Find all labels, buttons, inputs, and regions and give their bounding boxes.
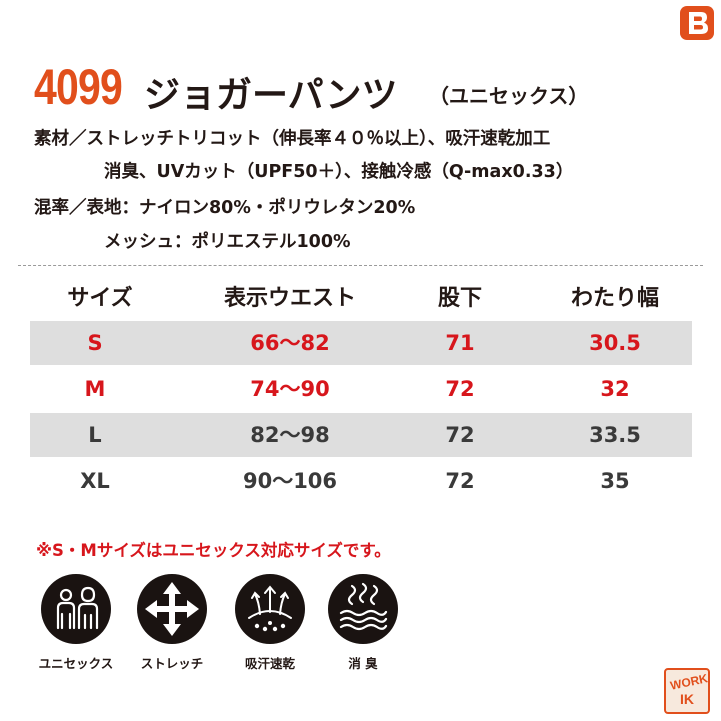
unisex-note: （ユニセックス） [429,84,589,108]
cell-waist: 66～82 [250,331,330,355]
table-row: M 74～90 72 32 [30,367,692,411]
brand-b-icon [689,12,708,34]
cell-size: XL [80,469,110,493]
cell-waist: 90～106 [242,469,338,493]
cell-thigh: 30.5 [589,331,641,355]
brand-logo [680,6,714,40]
sweat-absorb-icon [235,574,305,644]
table-row: L 82～98 72 33.5 [30,413,692,457]
size-footnote: ※S・Mサイズはユニセックス対応サイズです。 [36,541,391,560]
feature-label-sweat: 吸汗速乾 [244,656,295,671]
header-size: サイズ [67,286,133,311]
cell-inseam: 72 [445,469,475,493]
header-inseam: 股下 [437,286,482,311]
cell-inseam: 71 [445,331,475,355]
table-row: S 66～82 71 30.5 [30,321,692,365]
feature-label-stretch: ストレッチ [140,656,204,671]
cell-waist: 82～98 [250,423,330,447]
table-row: XL 90～106 72 35 [30,459,692,503]
stretch-arrows-icon [137,574,207,644]
feature-label-unisex: ユニセックス [38,656,114,671]
header-thigh: わたり幅 [570,286,659,311]
model-number: 4099 [34,59,123,115]
cell-inseam: 72 [445,377,475,401]
cell-size: L [88,423,102,447]
material-line-2: 消臭、UVカット（UPF50＋）、接触冷感（Q-max0.33） [104,162,574,182]
cell-thigh: 32 [600,377,630,401]
work-badge-logo: WORK IK [664,668,710,714]
badge-text-top: WORK [668,671,710,693]
unisex-people-icon [41,574,111,644]
cell-size: M [84,377,106,401]
cell-size: S [87,331,103,355]
cell-inseam: 72 [445,423,475,447]
product-name: ジョガーパンツ [144,75,398,116]
badge-text-bottom: IK [680,691,694,707]
cell-thigh: 35 [600,469,630,493]
blend-line-2: メッシュ：ポリエステル100% [104,232,351,252]
blend-line-1: 混率／表地：ナイロン80%・ポリウレタン20% [34,198,416,218]
cell-thigh: 33.5 [589,423,641,447]
cell-waist: 74～90 [250,377,330,401]
feature-label-deodorize: 消 臭 [348,656,378,671]
header-waist: 表示ウエスト [223,286,356,311]
dashed-divider [18,265,703,266]
deodorize-icon [328,574,398,644]
material-line-1: 素材／ストレッチトリコット（伸長率４０％以上）、吸汗速乾加工 [34,129,551,149]
